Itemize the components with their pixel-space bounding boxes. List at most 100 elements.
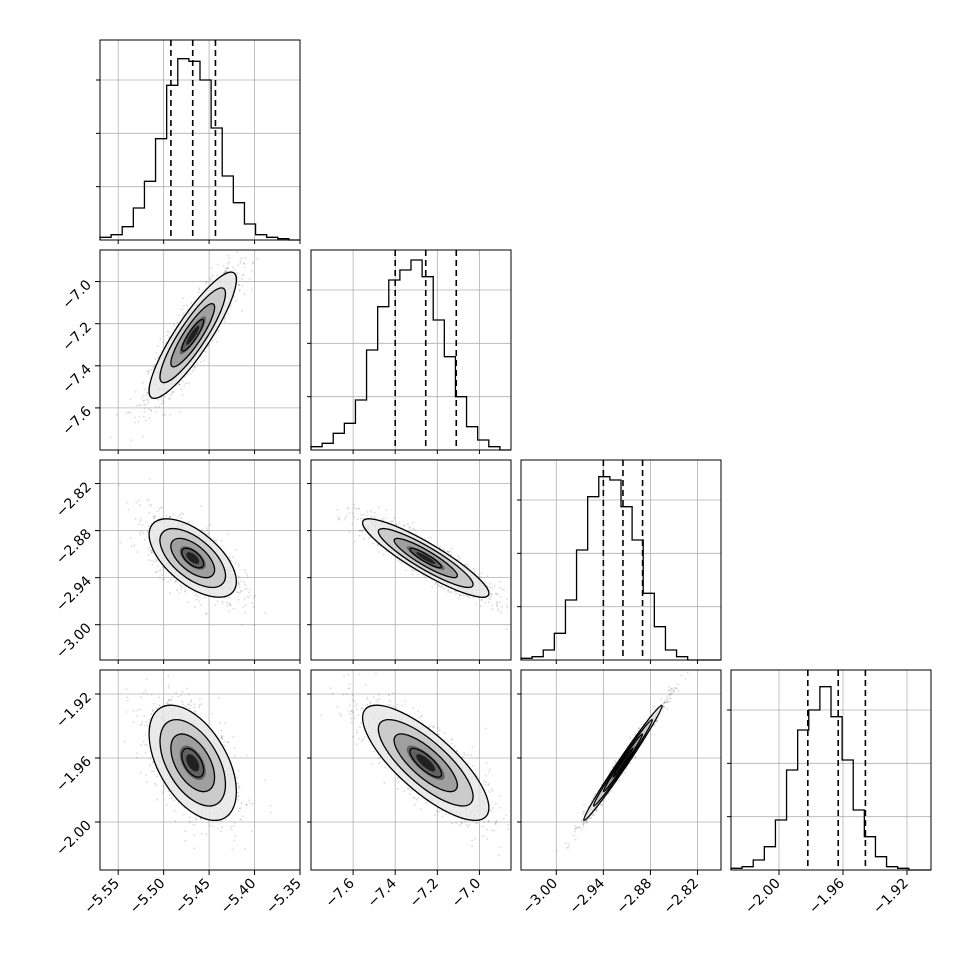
sample-point	[243, 581, 246, 584]
sample-point	[109, 436, 112, 439]
contour-1	[159, 287, 227, 384]
sample-point	[242, 262, 245, 265]
hist-frame	[520, 459, 722, 661]
sample-point	[228, 556, 231, 559]
sample-point	[401, 561, 403, 564]
sample-point	[236, 251, 239, 254]
sample-point	[409, 527, 411, 530]
sample-point	[146, 397, 149, 400]
sample-point	[494, 592, 497, 595]
sample-point	[459, 557, 462, 560]
hist-panel-p0	[96, 39, 301, 241]
sample-point	[505, 604, 508, 607]
sample-point	[506, 606, 509, 609]
sample-point	[193, 847, 196, 850]
contour-0	[148, 271, 238, 400]
sample-point	[478, 576, 481, 579]
sample-point	[249, 594, 251, 597]
sample-point	[413, 528, 416, 531]
sample-point	[139, 708, 142, 711]
sample-point	[176, 588, 179, 591]
sample-point	[398, 522, 401, 524]
sample-point	[175, 580, 177, 583]
sample-point	[115, 413, 118, 416]
sample-point	[170, 392, 173, 395]
sample-point	[170, 698, 173, 701]
histogram-p2	[520, 476, 721, 661]
sample-point	[237, 598, 240, 601]
sample-point	[252, 261, 255, 264]
contour-3	[181, 318, 205, 352]
hist-panel-p2	[517, 459, 722, 661]
hist-panel-p3	[727, 669, 932, 871]
sample-point	[130, 439, 132, 441]
sample-point	[560, 641, 562, 643]
sample-point	[253, 596, 255, 599]
sample-point	[458, 597, 460, 600]
sample-point	[162, 574, 164, 577]
sample-point	[151, 770, 153, 773]
sample-point	[187, 520, 190, 523]
sample-point	[184, 705, 187, 708]
sample-point	[244, 584, 247, 586]
sample-point	[473, 571, 476, 573]
sample-point	[431, 585, 434, 588]
sample-point	[487, 601, 490, 603]
sample-point	[171, 576, 173, 579]
sample-point	[148, 417, 151, 420]
hist-frame	[99, 39, 301, 241]
sample-point	[251, 269, 253, 272]
sample-point	[437, 584, 440, 587]
sample-point	[187, 703, 190, 706]
sample-point	[447, 591, 450, 593]
sample-point	[499, 580, 502, 583]
sample-point	[360, 514, 363, 516]
sample-point	[151, 563, 154, 566]
sample-point	[363, 537, 366, 540]
pair-frame	[99, 459, 301, 661]
sample-point	[130, 545, 133, 547]
sample-point	[345, 515, 348, 518]
sample-point	[225, 267, 227, 270]
sample-point	[353, 503, 356, 506]
sample-point	[488, 597, 491, 600]
sample-point	[245, 754, 248, 757]
sample-point	[408, 526, 411, 529]
contour-2	[393, 537, 458, 579]
sample-point	[157, 510, 159, 513]
sample-point	[164, 413, 166, 416]
sample-point	[412, 528, 415, 530]
sample-point	[237, 575, 240, 578]
sample-point	[221, 600, 224, 603]
sample-point	[338, 518, 341, 521]
sample-point	[126, 501, 128, 504]
sample-point	[148, 547, 150, 550]
sample-point	[232, 266, 234, 269]
sample-point	[447, 551, 450, 554]
sample-point	[169, 579, 172, 581]
sample-point	[222, 271, 225, 274]
sample-point	[148, 408, 151, 410]
sample-point	[495, 604, 498, 607]
sample-point	[240, 310, 243, 313]
sample-point	[118, 484, 120, 487]
sample-point	[119, 541, 122, 544]
sample-point	[169, 413, 172, 416]
sample-point	[506, 598, 508, 601]
sample-point	[226, 266, 229, 269]
sample-point	[209, 277, 212, 280]
sample-point	[193, 706, 196, 709]
sample-point	[197, 291, 200, 294]
sample-point	[359, 530, 361, 532]
sample-point	[156, 798, 159, 801]
sample-point	[455, 592, 458, 595]
sample-point	[234, 561, 237, 564]
sample-point	[450, 547, 453, 550]
sample-point	[139, 404, 142, 407]
sample-point	[498, 586, 501, 589]
sample-point	[193, 368, 196, 371]
sample-point	[143, 399, 145, 402]
sample-point	[159, 705, 161, 707]
sample-point	[178, 592, 181, 595]
sample-point	[384, 517, 387, 520]
